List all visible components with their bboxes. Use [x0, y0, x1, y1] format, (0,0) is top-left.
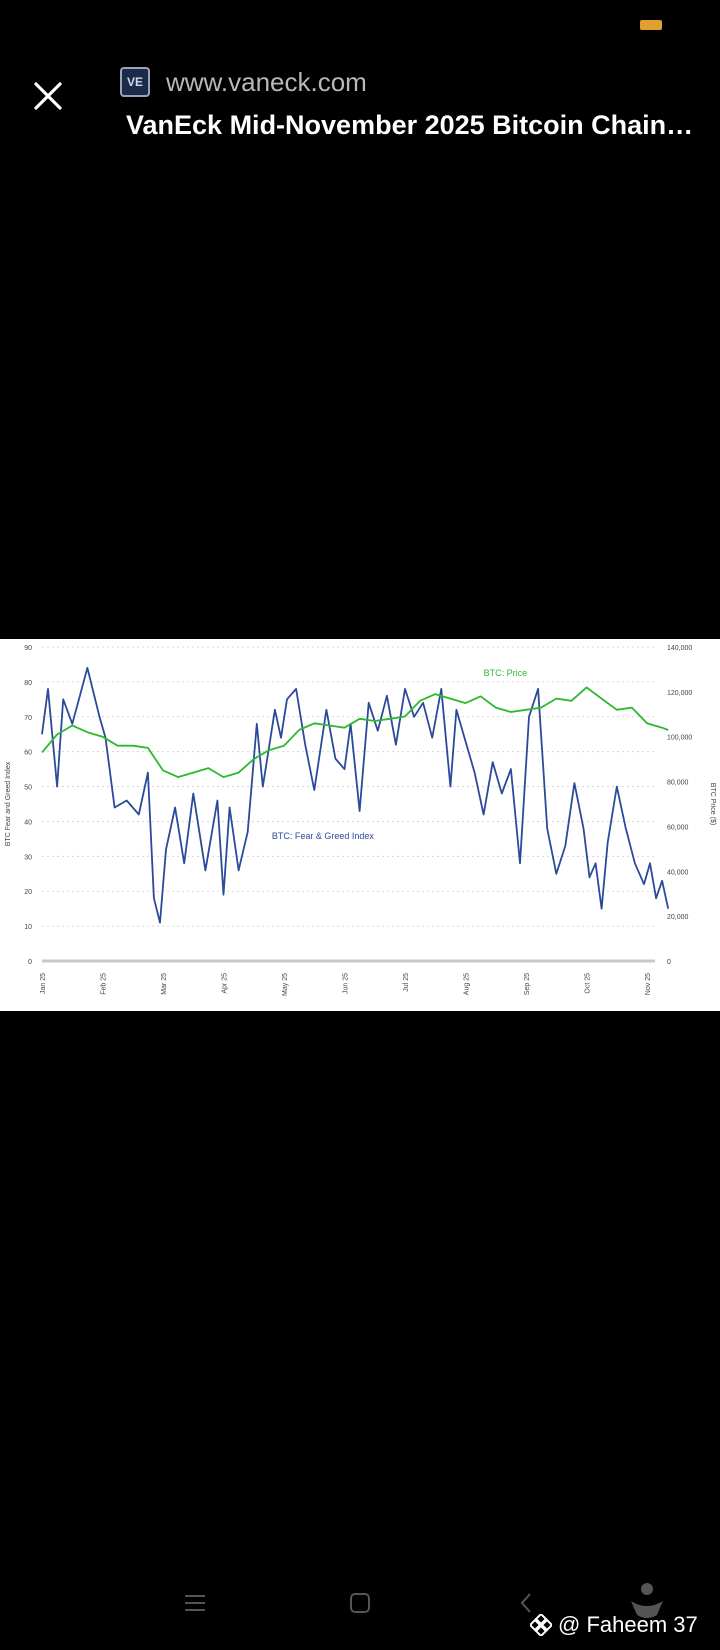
close-icon — [34, 82, 62, 110]
y-left-tick-label: 40 — [24, 819, 32, 826]
menu-button[interactable] — [172, 1580, 218, 1626]
fear-greed-series-line — [41, 666, 670, 924]
y-left-tick-label: 50 — [24, 785, 32, 792]
site-favicon: VE — [120, 67, 150, 97]
y-right-tick-label: 60,000 — [667, 824, 689, 831]
chart-svg: 0 10 20 30 40 50 60 70 80 90 0 20,000 40,000 60,000 80… — [5, 645, 716, 996]
source-row[interactable]: VE www.vaneck.com — [120, 64, 367, 100]
page-title: VanEck Mid-November 2025 Bitcoin Chain… — [126, 110, 694, 140]
x-tick-label: Apr 25 — [222, 973, 229, 994]
status-battery-icon — [640, 20, 662, 30]
system-nav-bar — [0, 1580, 720, 1626]
y-left-tick-label: 90 — [24, 645, 32, 652]
price-series-line — [41, 686, 669, 779]
y-right-tick-label: 100,000 — [667, 735, 692, 742]
y-left-tick-label: 0 — [28, 959, 32, 966]
back-chevron-icon — [520, 1593, 531, 1613]
y-left-axis-label: BTC Fear and Greed Index — [5, 761, 12, 846]
y-left-tick-label: 60 — [24, 750, 32, 757]
assistant-button[interactable] — [624, 1580, 670, 1626]
x-tick-label: Nov 25 — [645, 973, 652, 995]
y-right-tick-label: 120,000 — [667, 690, 692, 697]
y-left-tick-label: 10 — [24, 924, 32, 931]
y-right-tick-label: 40,000 — [667, 869, 689, 876]
watermark: @ Faheem 37 — [530, 1610, 698, 1640]
back-button[interactable] — [503, 1580, 549, 1626]
x-tick-label: Aug 25 — [464, 973, 471, 995]
x-tick-label: Feb 25 — [101, 973, 108, 995]
x-tick-label: Oct 25 — [585, 973, 592, 994]
assistant-icon — [631, 1583, 663, 1618]
x-tick-label: Mar 25 — [161, 973, 168, 995]
x-tick-label: Jan 25 — [40, 973, 47, 994]
y-left-tick-label: 20 — [24, 889, 32, 896]
fear-greed-series-annotation: BTC: Fear & Greed Index — [272, 831, 375, 841]
x-tick-label: Jun 25 — [343, 973, 350, 994]
x-tick-label: Jul 25 — [403, 973, 410, 992]
price-series-annotation: BTC: Price — [484, 668, 528, 678]
y-right-tick-label: 0 — [667, 959, 671, 966]
y-right-axis-label: BTC Price ($) — [709, 783, 716, 825]
y-left-tick-label: 70 — [24, 715, 32, 722]
watermark-text: @ Faheem 37 — [558, 1612, 698, 1637]
y-left-tick-label: 80 — [24, 680, 32, 687]
chart-image: 0 10 20 30 40 50 60 70 80 90 0 20,000 40,000 60,000 80… — [0, 639, 720, 1011]
menu-icon — [185, 1595, 205, 1611]
close-button[interactable] — [28, 76, 68, 116]
x-tick-label: Sep 25 — [524, 973, 531, 995]
y-left-tick-label: 30 — [24, 854, 32, 861]
home-button[interactable] — [337, 1580, 383, 1626]
x-tick-label: May 25 — [282, 973, 289, 996]
y-right-tick-label: 20,000 — [667, 914, 689, 921]
binance-logo-icon — [530, 1614, 552, 1636]
home-square-icon — [350, 1593, 370, 1613]
site-url[interactable]: www.vaneck.com — [166, 66, 367, 97]
y-right-tick-label: 80,000 — [667, 780, 689, 787]
y-right-tick-label: 140,000 — [667, 645, 692, 652]
